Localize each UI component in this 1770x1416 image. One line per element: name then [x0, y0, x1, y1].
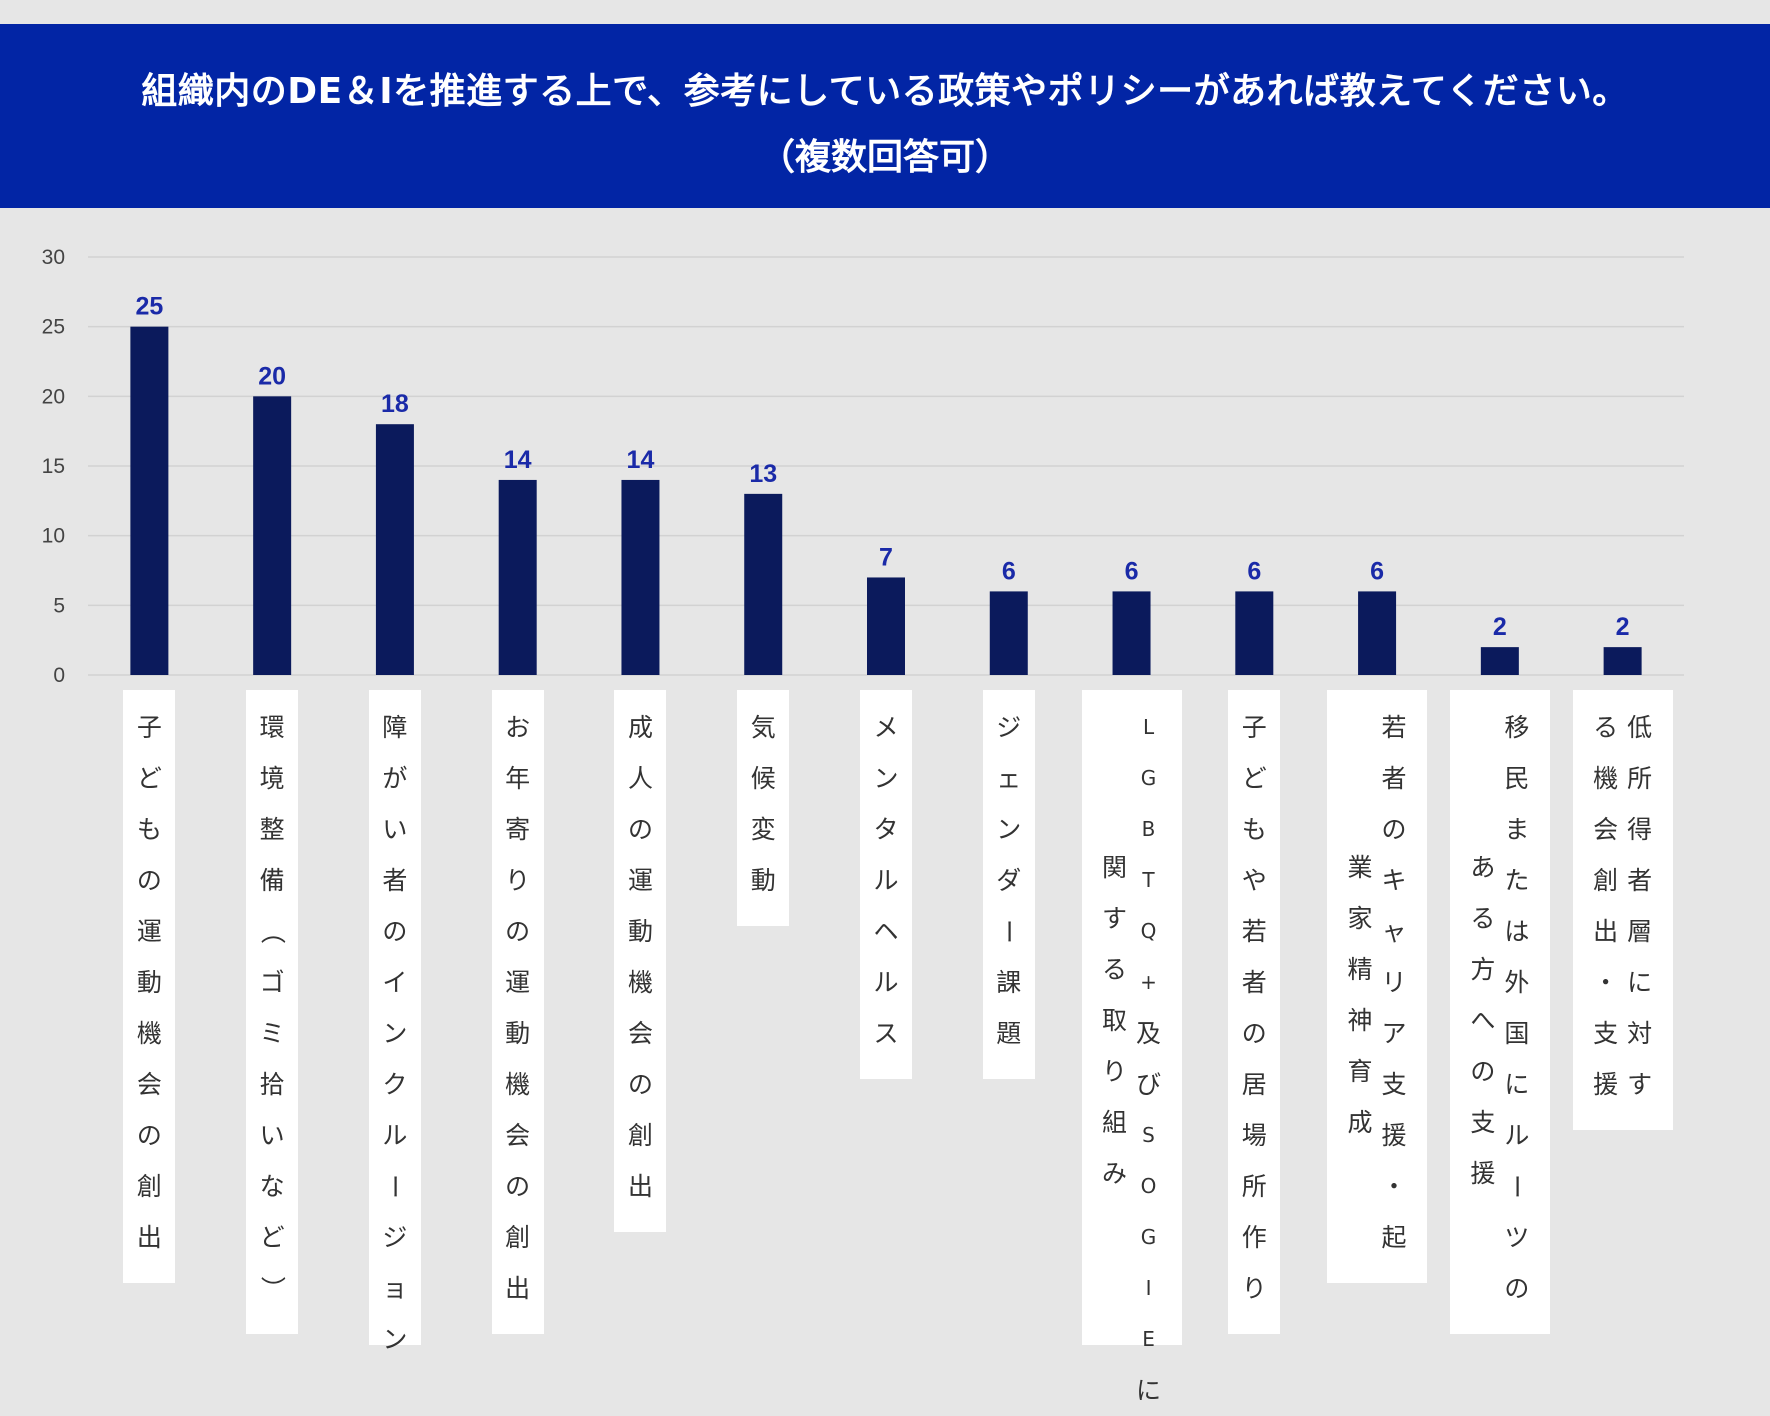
- y-tick-label: 0: [53, 664, 65, 687]
- bar-6: [744, 493, 783, 675]
- y-tick-label: 20: [42, 385, 65, 408]
- value-label-9: 6: [1125, 557, 1139, 585]
- category-label-column: 業家精神育成: [1347, 853, 1373, 1137]
- value-label-12: 2: [1493, 613, 1507, 641]
- value-label-2: 20: [258, 362, 286, 390]
- bar-3: [375, 424, 414, 675]
- bar-13: [1603, 647, 1642, 675]
- y-tick-label: 5: [53, 594, 65, 617]
- bar-8: [989, 591, 1028, 675]
- y-tick-label: 30: [42, 246, 65, 269]
- bar-5: [621, 479, 660, 675]
- category-label-column: 若者のキャリア支援・起: [1381, 713, 1407, 1252]
- page: 組織内のDE＆Iを推進する上で、参考にしている政策やポリシーがあれば教えてくださ…: [0, 24, 1770, 1405]
- value-label-3: 18: [381, 390, 409, 418]
- category-label-column: る機会創出・支援: [1593, 713, 1619, 1099]
- category-label-column: 子どもや若者の居場所作り: [1241, 713, 1267, 1303]
- value-label-8: 6: [1002, 557, 1016, 585]
- category-label-12: 移民または外国にルーツのある方への支援: [1449, 690, 1550, 1334]
- value-label-1: 25: [135, 293, 163, 321]
- category-label-1: 子どもの運動機会の創出: [123, 690, 176, 1283]
- category-label-2: 環境整備（ゴミ拾いなど）: [246, 690, 299, 1334]
- category-label-3: 障がい者のインクルージョン: [368, 690, 421, 1354]
- bar-chart: 0 5 10 15 20 25 30 25 20 18 14 14 13 7 6 6 6 6 2 2: [42, 246, 1684, 687]
- category-label-column: 気候変動: [750, 713, 776, 895]
- y-tick-label: 15: [42, 455, 65, 478]
- value-label-13: 2: [1616, 613, 1630, 641]
- category-label-11: 若者のキャリア支援・起業家精神育成: [1327, 690, 1428, 1283]
- category-label-8: ジェンダー課題: [982, 690, 1035, 1079]
- category-label-column: 移民または外国にルーツの: [1502, 713, 1532, 1303]
- category-label-5: 成人の運動機会の創出: [614, 690, 667, 1232]
- bar-4: [498, 479, 537, 675]
- value-label-10: 6: [1247, 557, 1261, 585]
- category-label-column: 環境整備（ゴミ拾いなど）: [257, 713, 287, 1302]
- category-label-column: L G B T Q + 及び S O G I E に: [1136, 715, 1162, 1405]
- y-tick-label: 10: [42, 525, 65, 548]
- y-tick-label: 25: [42, 316, 65, 339]
- chart-subtitle: （複数回答可）: [758, 137, 1011, 178]
- category-label-column: 障がい者のインクルージョン: [380, 713, 410, 1354]
- category-label-column: メンタルヘルス: [873, 713, 899, 1048]
- value-label-7: 7: [879, 543, 893, 571]
- bar-2: [253, 396, 292, 675]
- category-label-7: メンタルヘルス: [860, 690, 912, 1079]
- category-label-13: 低所得者層に対する機会創出・支援: [1572, 690, 1673, 1130]
- category-label-column: ある方への支援: [1470, 853, 1496, 1188]
- value-label-6: 13: [749, 460, 777, 488]
- chart-title: 組織内のDE＆Iを推進する上で、参考にしている政策やポリシーがあれば教えてくださ…: [141, 71, 1629, 112]
- bar-11: [1358, 591, 1397, 675]
- category-label-column: 低所得者層に対す: [1627, 713, 1653, 1099]
- category-label-column: お年寄りの運動機会の創出: [505, 713, 531, 1303]
- category-label-column: 関する取り組み: [1102, 853, 1128, 1188]
- category-label-column: 子どもの運動機会の創出: [136, 713, 162, 1252]
- category-label-10: 子どもや若者の居場所作り: [1228, 690, 1281, 1334]
- category-label-4: お年寄りの運動機会の創出: [491, 690, 544, 1334]
- category-label-column: 成人の運動機会の創出: [627, 713, 653, 1201]
- bar-9: [1112, 591, 1151, 675]
- value-label-11: 6: [1370, 557, 1384, 585]
- category-label-6: 気候変動: [737, 690, 790, 926]
- bar-12: [1480, 647, 1519, 675]
- category-label-9: L G B T Q + 及び S O G I E に関する取り組み: [1081, 690, 1182, 1405]
- bar-1: [130, 326, 169, 675]
- category-label-column: ジェンダー課題: [994, 713, 1024, 1048]
- chart-header: 組織内のDE＆Iを推進する上で、参考にしている政策やポリシーがあれば教えてくださ…: [0, 24, 1770, 208]
- value-label-5: 14: [627, 446, 655, 474]
- value-label-4: 14: [504, 446, 532, 474]
- bar-10: [1235, 591, 1274, 675]
- bar-7: [867, 577, 905, 675]
